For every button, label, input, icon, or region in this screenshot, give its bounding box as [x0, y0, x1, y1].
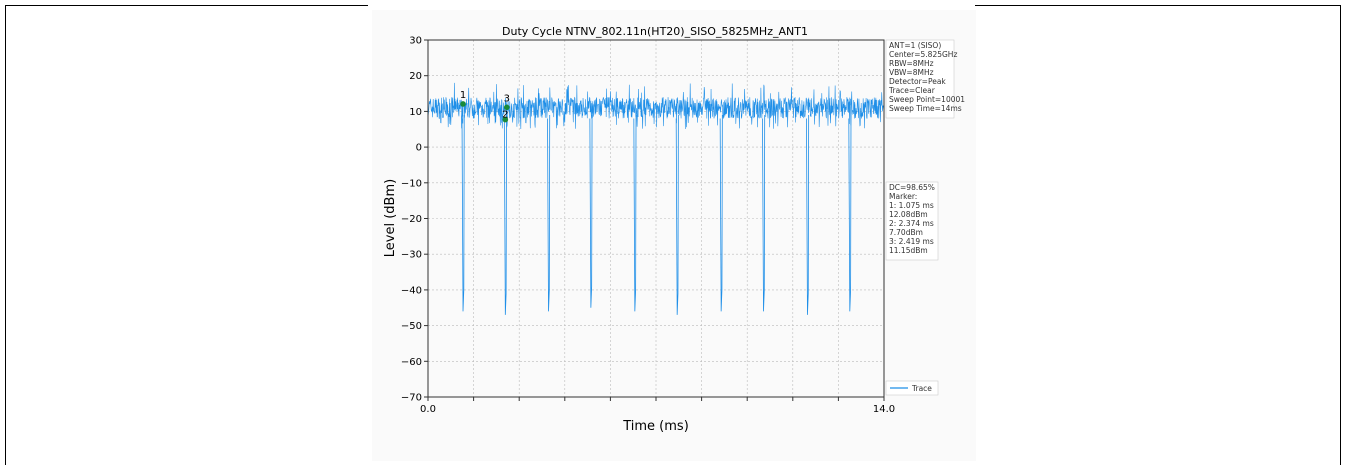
- settings-line: Trace=Clear: [888, 86, 936, 95]
- marker-info-line: 3: 2.419 ms: [889, 237, 934, 246]
- trace-dip: [719, 114, 723, 312]
- settings-line: Detector=Peak: [889, 77, 946, 86]
- marker-point: [502, 116, 509, 123]
- x-axis-ticks: 0.0 14.0: [420, 397, 895, 415]
- trace-dip: [503, 114, 507, 315]
- trace-dip: [762, 114, 766, 312]
- y-tick-label: 10: [409, 107, 422, 118]
- marker-info-line: 2: 2.374 ms: [889, 219, 934, 228]
- legend-box: [885, 380, 939, 396]
- marker-info-line: DC=98.65%: [889, 183, 935, 192]
- marker-info-line: 1: 1.075 ms: [889, 201, 934, 210]
- settings-line: VBW=8MHz: [889, 68, 934, 77]
- page-frame: [5, 5, 1341, 465]
- y-axis-label: Level (dBm): [383, 179, 398, 257]
- legend-label: Trace: [911, 384, 932, 393]
- trace-dip: [589, 114, 593, 308]
- y-tick-label: −10: [401, 178, 422, 189]
- marker-label: 2: [502, 110, 508, 121]
- y-tick-label: 30: [409, 36, 422, 47]
- trace-dip: [633, 114, 637, 312]
- marker-point: [460, 101, 466, 107]
- marker-point: [503, 104, 510, 111]
- x-tick-label: 0.0: [420, 404, 436, 415]
- chart-title: Duty Cycle NTNV_802.11n(HT20)_SISO_5825M…: [502, 25, 808, 38]
- y-tick-label: 20: [409, 71, 422, 82]
- y-tick-label: −50: [401, 321, 422, 332]
- settings-line: ANT=1 (SISO): [889, 41, 941, 50]
- trace-dip: [675, 114, 679, 315]
- marker-info-line: Marker:: [889, 192, 917, 201]
- x-tick-label: 14.0: [873, 404, 895, 415]
- trace-dip: [806, 114, 810, 315]
- y-tick-label: −40: [401, 285, 422, 296]
- marker-box: [885, 181, 939, 261]
- marker-label: 1: [460, 90, 466, 101]
- trace-dip: [461, 114, 465, 312]
- y-axis-ticks: 30 20 10 0 −10 −20 −30 −40 −50 −60 −70: [401, 36, 428, 404]
- marker-info-line: 11.15dBm: [889, 246, 928, 255]
- settings-text: ANT=1 (SISO)Center=5.825GHzRBW=8MHzVBW=8…: [888, 41, 965, 113]
- duty-cycle-chart: Duty Cycle NTNV_802.11n(HT20)_SISO_5825M…: [383, 25, 965, 434]
- settings-line: Center=5.825GHz: [889, 50, 957, 59]
- marker-info-line: 7.70dBm: [889, 228, 923, 237]
- x-axis-label: Time (ms): [622, 419, 689, 434]
- y-tick-label: −70: [401, 393, 422, 404]
- marker-info-line: 12.08dBm: [889, 210, 928, 219]
- settings-line: Sweep Point=10001: [889, 95, 965, 104]
- settings-line: Sweep Time=14ms: [889, 104, 962, 113]
- trace-line: [427, 82, 885, 130]
- y-tick-label: −30: [401, 250, 422, 261]
- settings-line: RBW=8MHz: [889, 59, 934, 68]
- y-tick-label: −60: [401, 357, 422, 368]
- trace-series: [427, 82, 885, 315]
- frame-top-rule-left: [5, 5, 368, 6]
- marker-label: 3: [504, 93, 510, 104]
- settings-box: [885, 39, 955, 119]
- y-tick-label: −20: [401, 214, 422, 225]
- duty-cycle-figure: Duty Cycle NTNV_802.11n(HT20)_SISO_5825M…: [372, 10, 976, 461]
- frame-top-rule-right: [975, 5, 1340, 6]
- markers: 1 2 3: [460, 90, 510, 123]
- y-tick-label: 0: [416, 143, 422, 154]
- trace-dip: [848, 114, 852, 312]
- trace-dip: [547, 114, 551, 312]
